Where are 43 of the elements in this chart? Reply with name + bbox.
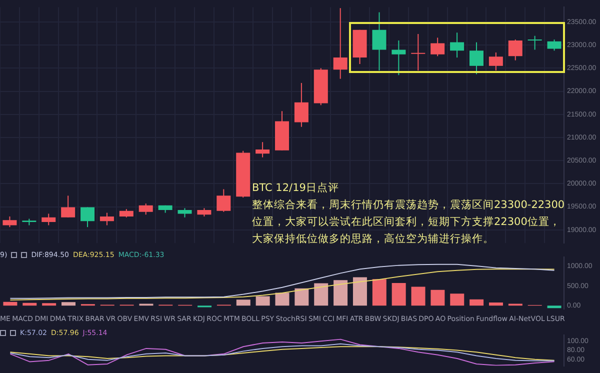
candlestick (2, 216, 17, 228)
candlestick (411, 33, 426, 71)
bar (294, 288, 309, 306)
bar (236, 300, 250, 306)
candlestick (61, 195, 76, 218)
bar (352, 277, 367, 306)
bar (372, 279, 386, 306)
candlestick (333, 8, 348, 80)
candlestick (508, 39, 522, 61)
bar (450, 294, 464, 306)
bar (547, 306, 562, 308)
candlestick (80, 206, 95, 228)
candlestick (294, 82, 308, 128)
bar (430, 290, 445, 306)
annotation: 大家保持低位做多的思路，高位空为辅进行操作。 (252, 232, 495, 247)
candlestick (469, 42, 484, 75)
annotation: 位置，大家可以尝试在此区间套利，短期下方支撑22300位置， (252, 215, 562, 230)
candlestick (430, 37, 445, 57)
candlestick (450, 32, 464, 58)
annotation: BTC 12/19日点评 (252, 181, 340, 196)
bar (411, 286, 426, 306)
candlestick (547, 39, 562, 52)
bar (256, 296, 270, 306)
bar (488, 302, 503, 306)
bar (3, 302, 18, 306)
candlestick (178, 208, 192, 218)
candlestick (488, 52, 503, 71)
bar (334, 280, 348, 306)
bar (392, 282, 406, 306)
candlestick (42, 213, 56, 226)
candlestick (100, 212, 114, 226)
bar (470, 299, 484, 306)
annotation: 整体综合来看，周末行情仍有震荡趋势，震荡区间23300-22300 (252, 198, 565, 213)
candlestick (392, 40, 406, 76)
bar (42, 303, 56, 306)
candlestick (528, 35, 542, 50)
bar (62, 302, 76, 306)
candlestick (216, 188, 231, 212)
bar (314, 283, 328, 306)
candlestick (256, 142, 270, 158)
candlestick (138, 203, 153, 216)
bar (275, 292, 290, 306)
candlestick (372, 12, 386, 71)
